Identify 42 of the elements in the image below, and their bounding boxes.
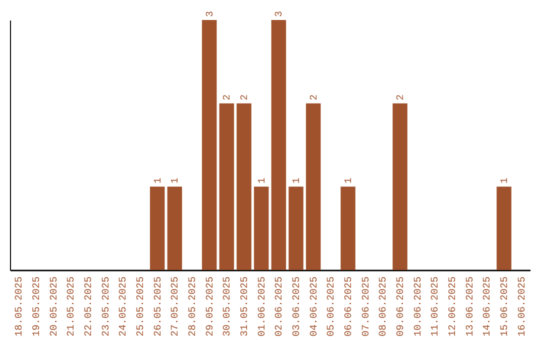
x-tick-label: 20.05.2025 — [49, 276, 60, 337]
x-tick-label: 10.06.2025 — [413, 276, 424, 337]
x-tick-label: 21.05.2025 — [66, 276, 78, 337]
x-tick-label: 19.05.2025 — [32, 276, 43, 337]
data-label: 1 — [257, 178, 268, 184]
x-tick-label: 09.06.2025 — [396, 276, 407, 337]
x-tick-label: 11.06.2025 — [430, 276, 442, 337]
x-tick-label: 26.05.2025 — [153, 276, 164, 337]
data-label: 2 — [222, 94, 234, 100]
data-label: 2 — [396, 94, 407, 100]
x-tick-label: 01.06.2025 — [257, 276, 268, 337]
x-tick-label: 22.05.2025 — [84, 276, 95, 337]
x-tick-label: 28.05.2025 — [188, 276, 199, 337]
data-label: 3 — [274, 10, 286, 17]
data-label: 1 — [344, 178, 355, 184]
x-tick-label: 06.06.2025 — [344, 276, 355, 337]
data-label: 1 — [153, 178, 164, 184]
x-tick-label: 30.05.2025 — [222, 276, 234, 337]
x-tick-label: 29.05.2025 — [205, 276, 216, 337]
x-tick-label: 07.06.2025 — [361, 276, 372, 337]
x-tick-label: 03.06.2025 — [292, 276, 303, 337]
data-label: 1 — [500, 178, 511, 184]
x-tick-label: 08.06.2025 — [378, 276, 390, 337]
x-tick-label: 27.05.2025 — [170, 276, 182, 337]
x-tick-label: 25.05.2025 — [136, 276, 147, 337]
x-tick-label: 02.06.2025 — [274, 276, 286, 337]
data-label: 1 — [292, 178, 303, 184]
x-tick-label: 31.05.2025 — [240, 276, 251, 337]
x-tick-label: 16.06.2025 — [517, 276, 528, 337]
data-label: 2 — [240, 94, 251, 100]
x-tick-label: 18.05.2025 — [14, 276, 26, 337]
x-tick-label: 14.06.2025 — [482, 276, 494, 337]
data-label: 3 — [205, 10, 216, 17]
x-tick-label: 05.06.2025 — [326, 276, 338, 337]
data-label: 1 — [170, 178, 182, 184]
x-tick-label: 13.06.2025 — [465, 276, 476, 337]
x-tick-label: 23.05.2025 — [101, 276, 112, 337]
x-tick-label: 15.06.2025 — [500, 276, 511, 337]
x-tick-label: 24.05.2025 — [118, 276, 130, 337]
x-tick-label: 04.06.2025 — [309, 276, 320, 337]
x-tick-label: 12.06.2025 — [448, 276, 459, 337]
data-label: 2 — [309, 94, 320, 100]
